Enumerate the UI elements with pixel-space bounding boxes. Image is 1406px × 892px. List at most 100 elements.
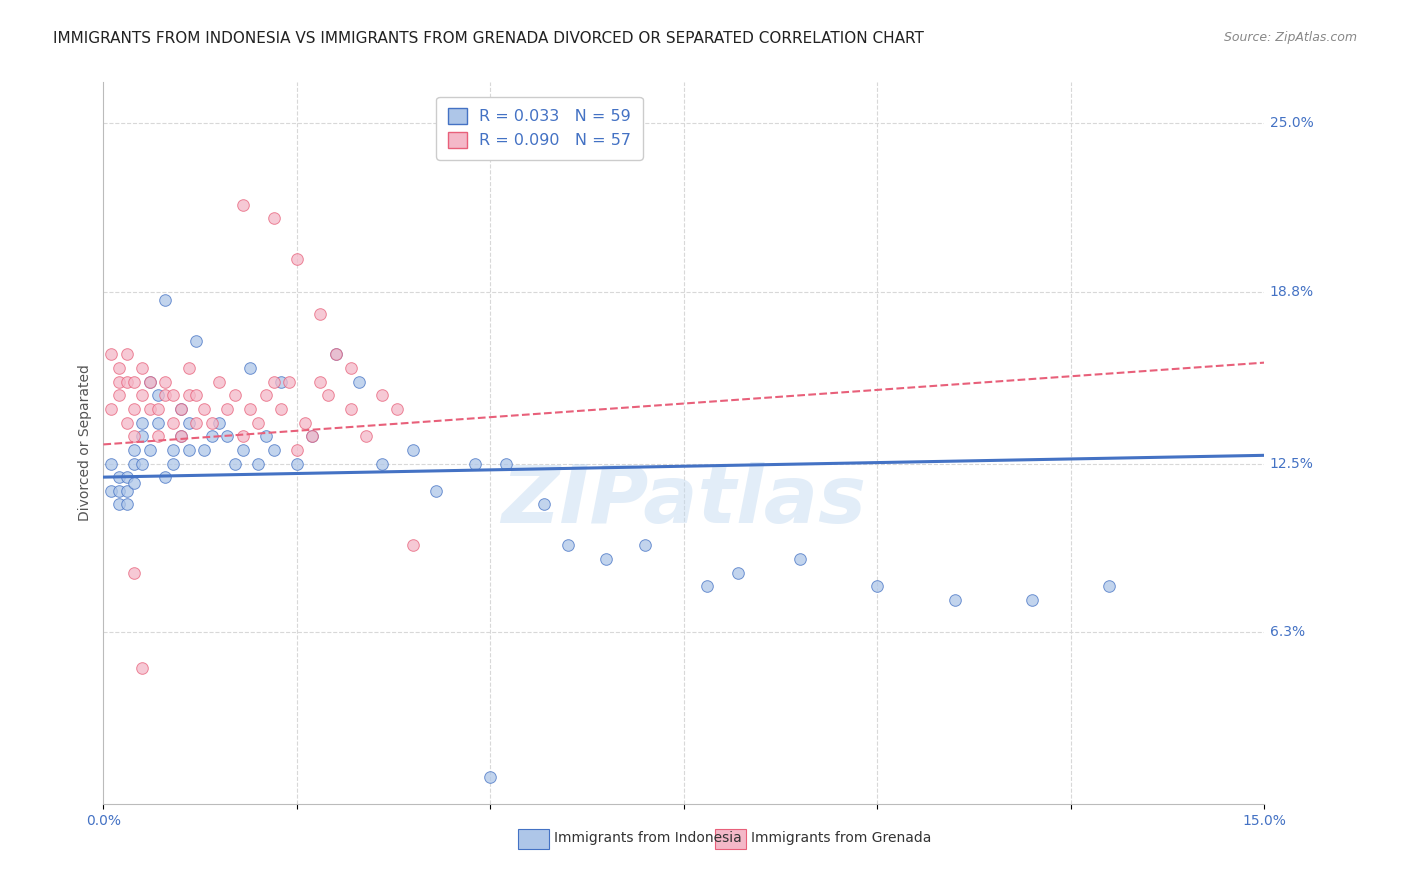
- Text: 25.0%: 25.0%: [1270, 116, 1313, 129]
- Point: [115, 375, 138, 389]
- Point: [634, 538, 657, 552]
- Point: [387, 402, 409, 417]
- Point: [108, 361, 131, 376]
- Point: [146, 429, 169, 443]
- Point: [193, 402, 215, 417]
- Point: [270, 375, 292, 389]
- Point: [115, 347, 138, 361]
- Point: [224, 457, 246, 471]
- Point: [115, 470, 138, 484]
- Point: [595, 552, 617, 566]
- Point: [371, 457, 394, 471]
- Point: [285, 457, 308, 471]
- Point: [108, 388, 131, 402]
- Point: [316, 388, 339, 402]
- Point: [479, 770, 502, 784]
- Point: [696, 579, 718, 593]
- Point: [301, 429, 323, 443]
- Point: [347, 375, 370, 389]
- Text: Immigrants from Indonesia: Immigrants from Indonesia: [554, 831, 742, 845]
- Point: [247, 416, 270, 430]
- Point: [232, 197, 254, 211]
- Point: [557, 538, 579, 552]
- Text: 12.5%: 12.5%: [1270, 457, 1313, 470]
- Point: [193, 442, 215, 457]
- Point: [1021, 592, 1043, 607]
- Point: [464, 457, 486, 471]
- Point: [254, 429, 277, 443]
- Point: [301, 429, 323, 443]
- Point: [124, 442, 146, 457]
- Point: [155, 293, 177, 307]
- Point: [108, 497, 131, 511]
- Point: [224, 388, 246, 402]
- Point: [131, 429, 153, 443]
- Y-axis label: Divorced or Separated: Divorced or Separated: [79, 365, 93, 522]
- Point: [285, 252, 308, 266]
- Point: [285, 442, 308, 457]
- Point: [789, 552, 811, 566]
- Point: [108, 375, 131, 389]
- Point: [115, 497, 138, 511]
- Point: [325, 347, 347, 361]
- Point: [217, 402, 239, 417]
- Point: [139, 375, 162, 389]
- Point: [727, 566, 749, 580]
- Point: [131, 416, 153, 430]
- Point: [201, 429, 224, 443]
- Point: [162, 416, 184, 430]
- Point: [201, 416, 224, 430]
- Point: [155, 470, 177, 484]
- Point: [247, 457, 270, 471]
- Point: [866, 579, 889, 593]
- Point: [108, 483, 131, 498]
- Point: [115, 416, 138, 430]
- Point: [100, 457, 122, 471]
- Point: [124, 429, 146, 443]
- Point: [177, 442, 200, 457]
- Point: [254, 388, 277, 402]
- Point: [278, 375, 301, 389]
- Point: [495, 457, 517, 471]
- Point: [170, 429, 193, 443]
- Text: ZIPatlas: ZIPatlas: [501, 462, 866, 540]
- Point: [325, 347, 347, 361]
- Point: [108, 470, 131, 484]
- Point: [217, 429, 239, 443]
- Point: [124, 402, 146, 417]
- Point: [177, 361, 200, 376]
- Point: [340, 361, 363, 376]
- Point: [162, 442, 184, 457]
- Point: [124, 475, 146, 490]
- Point: [139, 375, 162, 389]
- Point: [356, 429, 378, 443]
- Point: [131, 361, 153, 376]
- Point: [208, 375, 231, 389]
- Text: Source: ZipAtlas.com: Source: ZipAtlas.com: [1223, 31, 1357, 45]
- Point: [155, 375, 177, 389]
- Point: [139, 442, 162, 457]
- Point: [1098, 579, 1121, 593]
- Point: [162, 457, 184, 471]
- Point: [186, 416, 208, 430]
- Point: [170, 429, 193, 443]
- Point: [131, 661, 153, 675]
- Point: [124, 375, 146, 389]
- Point: [115, 483, 138, 498]
- Point: [340, 402, 363, 417]
- Point: [100, 347, 122, 361]
- Legend: R = 0.033   N = 59, R = 0.090   N = 57: R = 0.033 N = 59, R = 0.090 N = 57: [436, 97, 643, 160]
- Point: [294, 416, 316, 430]
- Point: [943, 592, 966, 607]
- Point: [309, 307, 332, 321]
- Text: 18.8%: 18.8%: [1270, 285, 1315, 299]
- Point: [100, 483, 122, 498]
- Point: [146, 388, 169, 402]
- Point: [124, 457, 146, 471]
- Text: Immigrants from Grenada: Immigrants from Grenada: [751, 831, 932, 845]
- Point: [533, 497, 555, 511]
- Point: [170, 402, 193, 417]
- Point: [146, 402, 169, 417]
- Point: [155, 388, 177, 402]
- Point: [139, 402, 162, 417]
